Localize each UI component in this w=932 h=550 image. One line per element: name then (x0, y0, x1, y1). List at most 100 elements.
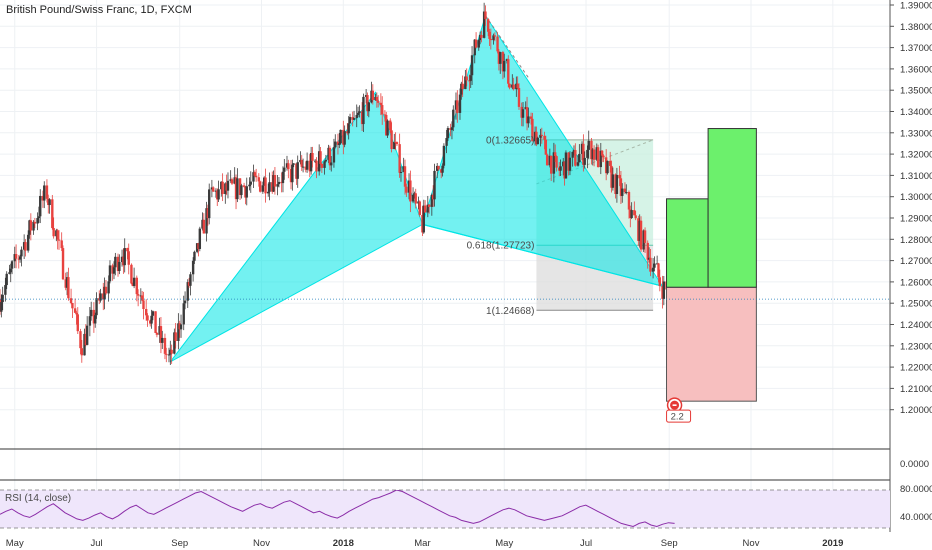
candle-body (52, 228, 55, 237)
candle-body (308, 160, 311, 172)
candle-body (169, 349, 172, 355)
candle-body (422, 205, 425, 233)
candle-body (244, 186, 247, 198)
candle-body (127, 251, 130, 265)
candle-body (508, 83, 511, 88)
candle-body (637, 218, 640, 241)
candle-body (320, 163, 324, 168)
candle-body (159, 326, 163, 343)
candle-body (348, 117, 352, 124)
candle-body (8, 272, 11, 274)
candle-body (563, 161, 566, 179)
candle-body (351, 117, 354, 120)
time-tick-label: Jul (580, 538, 592, 549)
candle-body (249, 181, 252, 185)
candle-body (610, 165, 613, 188)
candle-body (535, 131, 538, 145)
candle-body (254, 175, 258, 178)
candle-body (426, 204, 430, 213)
circle-alert-icon[interactable] (666, 397, 683, 413)
candle-body (442, 145, 446, 166)
candle-body (633, 210, 636, 216)
price-tick-label: 1.26000 (900, 277, 932, 288)
candle-body (576, 162, 580, 166)
candle-body (618, 174, 621, 179)
candle-body (161, 337, 164, 343)
candle-body (85, 325, 89, 345)
candle-body (539, 134, 542, 138)
candle-body (355, 114, 358, 119)
candle-body (385, 114, 388, 136)
candle-body (558, 167, 561, 171)
candle-body (568, 157, 572, 171)
rsi-pane: RSI (14, close) 80.0000 40.0000 (0, 484, 932, 529)
candle-body (136, 294, 140, 296)
candle-body (51, 199, 54, 229)
candle-body (67, 277, 70, 299)
candle-body (65, 277, 69, 288)
candle-body (273, 175, 277, 187)
candle-body (206, 208, 210, 219)
candle-body (549, 155, 553, 174)
candle-body (64, 279, 67, 288)
candle-body (482, 11, 486, 38)
time-tick-label: May (6, 538, 24, 549)
candle-body (22, 242, 26, 250)
candle-body (217, 189, 220, 200)
candle-body (179, 324, 183, 330)
candle-body (238, 178, 242, 196)
candle-body (55, 230, 58, 237)
candle-body (582, 143, 585, 165)
candle-body (395, 142, 399, 145)
candle-body (460, 83, 463, 95)
candle-body (440, 169, 443, 173)
candle-body (505, 59, 509, 61)
candle-body (591, 149, 594, 160)
candle-body (536, 137, 539, 145)
candle-body (155, 332, 159, 335)
price-tick-label: 1.24000 (900, 320, 932, 331)
candle-body (257, 177, 261, 182)
candle-body (474, 39, 478, 48)
candle-body (210, 187, 214, 190)
price-tick-label: 1.39000 (900, 1, 932, 12)
price-tick-label: 1.20000 (900, 405, 932, 416)
candle-body (304, 166, 307, 170)
candle-body (165, 353, 168, 355)
candle-body (402, 166, 405, 172)
candle-body (398, 144, 401, 173)
candle-body (158, 326, 161, 335)
candle-body (69, 298, 73, 304)
candle-body (381, 105, 384, 115)
candle-body (116, 256, 120, 272)
candle-body (376, 100, 380, 103)
candle-body (564, 152, 568, 179)
candle-body (461, 83, 464, 90)
candle-body (572, 150, 576, 152)
candle-body (336, 141, 340, 145)
candle-body (386, 120, 389, 136)
candle-body (43, 185, 46, 201)
candle-body (468, 80, 471, 82)
candle-body (267, 191, 270, 194)
candle-body (352, 118, 356, 120)
candle-body (229, 179, 232, 181)
candle-body (477, 40, 480, 48)
candle-body (625, 192, 628, 194)
candle-body (272, 175, 275, 192)
candle-body (220, 181, 223, 190)
profit-target-box (666, 198, 709, 288)
candle-body (13, 254, 16, 262)
candle-body (60, 240, 63, 249)
candle-body (56, 230, 59, 240)
candle-body (379, 102, 383, 106)
candle-body (480, 34, 483, 38)
candle-body (144, 309, 148, 316)
candle-body (150, 315, 153, 324)
candle-body (208, 189, 211, 219)
candle-body (567, 152, 570, 171)
candle-body (661, 286, 664, 299)
candle-body (224, 183, 227, 195)
candle-body (649, 257, 652, 272)
